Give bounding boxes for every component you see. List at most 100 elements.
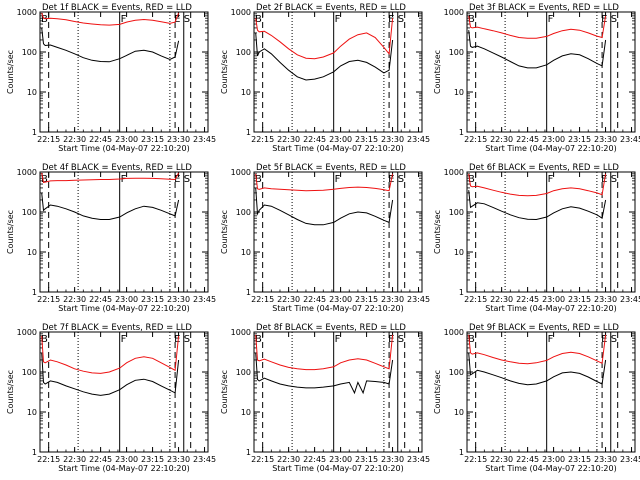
- marker-label-e: E: [388, 14, 394, 25]
- marker-label-f: F: [121, 334, 127, 345]
- chart-title: Det 9f BLACK = Events, RED = LLD: [469, 323, 619, 333]
- lld-series-line: [41, 335, 180, 374]
- y-tick-label: 1000: [17, 168, 37, 177]
- x-tick-label: 23:15: [355, 135, 378, 144]
- x-tick-label: 22:15: [464, 135, 487, 144]
- x-axis-label: Start Time (04-May-07 22:10:20): [272, 464, 403, 473]
- lld-series-line: [255, 334, 394, 371]
- x-tick-label: 23:00: [542, 295, 565, 304]
- lld-series-line: [468, 334, 607, 365]
- y-tick-label: 100: [236, 368, 251, 377]
- y-axis-label: Counts/sec: [433, 370, 442, 414]
- x-axis-label: Start Time (04-May-07 22:10:20): [485, 144, 616, 153]
- events-series-line: [468, 352, 607, 386]
- x-tick-label: 23:15: [568, 295, 591, 304]
- y-axis-label: Counts/sec: [220, 50, 229, 94]
- x-tick-label: 23:00: [542, 135, 565, 144]
- x-axis-label: Start Time (04-May-07 22:10:20): [58, 464, 189, 473]
- y-tick-label: 100: [22, 48, 37, 57]
- y-tick-label: 10: [241, 408, 251, 417]
- plot-frame: [39, 11, 209, 133]
- chart-title: Det 4f BLACK = Events, RED = LLD: [42, 163, 192, 173]
- lld-series-line: [41, 172, 180, 183]
- events-series-line: [41, 27, 180, 63]
- plot-frame: [466, 171, 636, 293]
- x-tick-label: 23:30: [381, 455, 404, 464]
- events-series-line: [255, 32, 394, 81]
- chart-title: Det 5f BLACK = Events, RED = LLD: [256, 163, 406, 173]
- y-tick-label: 100: [449, 208, 464, 217]
- marker-label-f: F: [335, 174, 341, 185]
- marker-label-e: E: [174, 174, 180, 185]
- marker-label-s: S: [611, 174, 617, 185]
- x-axis-label: Start Time (04-May-07 22:10:20): [272, 144, 403, 153]
- y-tick-label: 10: [241, 248, 251, 257]
- marker-label-b: B: [255, 334, 262, 345]
- chart-title: Det 1f BLACK = Events, RED = LLD: [42, 3, 192, 13]
- y-tick-label: 100: [236, 208, 251, 217]
- y-axis-label: Counts/sec: [433, 210, 442, 254]
- x-tick-label: 22:30: [63, 135, 86, 144]
- x-tick-label: 22:15: [464, 455, 487, 464]
- y-tick-label: 10: [27, 88, 37, 97]
- x-tick-label: 22:45: [303, 295, 326, 304]
- x-tick-label: 23:15: [568, 135, 591, 144]
- x-tick-label: 23:45: [193, 455, 216, 464]
- marker-label-b: B: [468, 14, 475, 25]
- marker-label-s: S: [184, 174, 190, 185]
- x-tick-label: 23:00: [329, 295, 352, 304]
- y-tick-label: 10: [27, 248, 37, 257]
- chart-title: Det 3f BLACK = Events, RED = LLD: [469, 3, 619, 13]
- x-tick-label: 23:30: [381, 135, 404, 144]
- x-tick-label: 23:00: [542, 455, 565, 464]
- x-tick-label: 23:30: [594, 455, 617, 464]
- y-tick-label: 1000: [17, 328, 37, 337]
- y-tick-label: 1000: [444, 328, 464, 337]
- y-tick-label: 10: [454, 248, 464, 257]
- x-tick-label: 22:45: [89, 455, 112, 464]
- lld-series-line: [255, 18, 394, 60]
- events-series-line: [41, 352, 180, 396]
- x-tick-label: 23:30: [167, 455, 190, 464]
- x-tick-label: 23:15: [355, 455, 378, 464]
- x-tick-label: 22:15: [464, 295, 487, 304]
- y-tick-label: 100: [22, 368, 37, 377]
- plot-frame: [39, 331, 209, 453]
- y-axis-label: Counts/sec: [6, 50, 15, 94]
- marker-label-f: F: [548, 174, 554, 185]
- plot-frame: [253, 331, 423, 453]
- x-tick-label: 22:45: [89, 135, 112, 144]
- y-tick-label: 100: [22, 208, 37, 217]
- x-tick-label: 23:15: [355, 295, 378, 304]
- y-axis-label: Counts/sec: [6, 370, 15, 414]
- marker-label-s: S: [184, 14, 190, 25]
- marker-label-s: S: [398, 174, 404, 185]
- x-tick-label: 23:30: [594, 135, 617, 144]
- x-axis-label: Start Time (04-May-07 22:10:20): [485, 464, 616, 473]
- plot-frame: [253, 171, 423, 293]
- x-tick-label: 22:45: [303, 455, 326, 464]
- marker-label-s: S: [611, 334, 617, 345]
- marker-label-b: B: [41, 334, 48, 345]
- marker-label-b: B: [468, 174, 475, 185]
- marker-label-f: F: [335, 334, 341, 345]
- x-tick-label: 22:30: [490, 455, 513, 464]
- x-tick-label: 23:45: [620, 455, 640, 464]
- lld-series-line: [255, 173, 394, 192]
- lld-series-line: [468, 173, 607, 197]
- marker-label-b: B: [255, 174, 262, 185]
- marker-label-f: F: [548, 14, 554, 25]
- marker-label-e: E: [601, 334, 607, 345]
- x-tick-label: 23:15: [141, 135, 164, 144]
- chart-title: Det 7f BLACK = Events, RED = LLD: [42, 323, 192, 333]
- y-tick-label: 10: [241, 88, 251, 97]
- x-tick-label: 22:30: [63, 295, 86, 304]
- marker-label-s: S: [398, 14, 404, 25]
- y-tick-label: 1000: [17, 8, 37, 17]
